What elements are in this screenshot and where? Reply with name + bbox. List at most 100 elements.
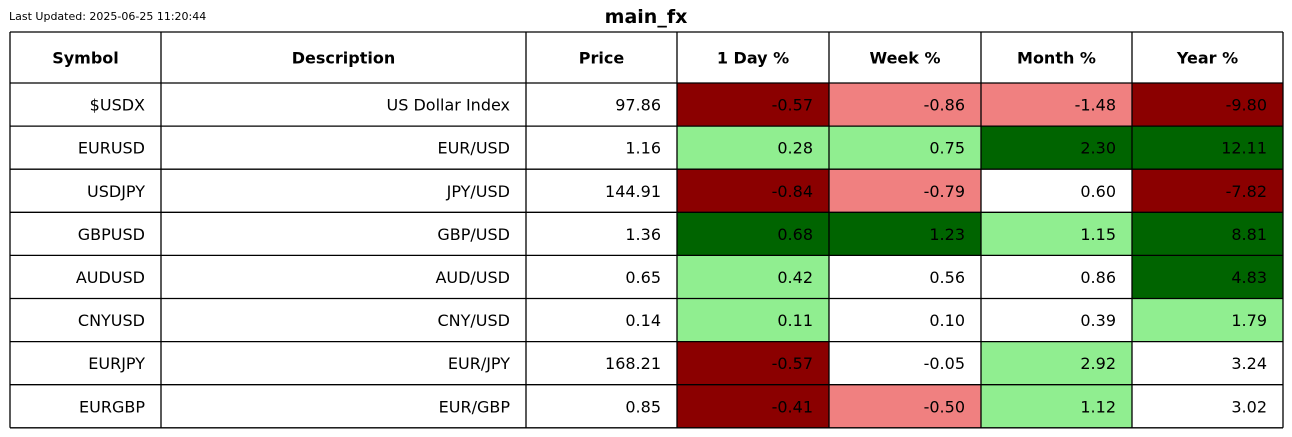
cell-description: AUD/USD (435, 268, 510, 287)
cell-year: -7.82 (1226, 182, 1267, 201)
cell-bg-month (981, 83, 1132, 127)
cell-week: -0.05 (924, 354, 965, 373)
cell-week: 0.56 (929, 268, 965, 287)
cell-symbol: EURGBP (79, 397, 145, 416)
table-row: CNYUSD CNY/USD 0.14 0.11 0.10 0.39 1.79 (78, 298, 1283, 342)
cell-day: -0.57 (772, 354, 813, 373)
cell-price: 0.65 (625, 268, 661, 287)
table-row: GBPUSD GBP/USD 1.36 0.68 1.23 1.15 8.81 (78, 212, 1283, 256)
table-title: main_fx (604, 6, 688, 28)
cell-bg-week (829, 255, 981, 299)
cell-year: -9.80 (1226, 96, 1267, 115)
cell-year: 4.83 (1231, 268, 1267, 287)
cell-bg-day (677, 384, 829, 428)
cell-day: 0.68 (777, 225, 813, 244)
cell-month: 0.86 (1080, 268, 1116, 287)
cell-price: 144.91 (605, 182, 661, 201)
table-row: USDJPY JPY/USD 144.91 -0.84 -0.79 0.60 -7.82 (87, 169, 1283, 213)
cell-bg-year (1132, 384, 1283, 428)
cell-bg-month (981, 341, 1132, 385)
cell-symbol: $USDX (90, 96, 145, 115)
cell-bg-year (1132, 298, 1283, 342)
cell-bg-week (829, 341, 981, 385)
cell-symbol: AUDUSD (76, 268, 145, 287)
header-row (10, 32, 1283, 83)
cell-symbol: EURJPY (88, 354, 145, 373)
cell-bg-week (829, 298, 981, 342)
column-header-year: Year % (1176, 49, 1238, 68)
cell-bg-year (1132, 341, 1283, 385)
table-row: EURUSD EUR/USD 1.16 0.28 0.75 2.30 12.11 (78, 126, 1283, 170)
column-header-description: Description (292, 49, 395, 68)
table-row: AUDUSD AUD/USD 0.65 0.42 0.56 0.86 4.83 (76, 255, 1283, 299)
cell-price: 1.16 (625, 139, 661, 158)
cell-bg-week (829, 83, 981, 127)
cell-bg-week (829, 169, 981, 213)
cell-bg-month (981, 384, 1132, 428)
cell-price: 0.85 (625, 397, 661, 416)
cell-bg-month (981, 126, 1132, 170)
cell-bg-month (981, 169, 1132, 213)
cell-bg-month (981, 255, 1132, 299)
cell-week: -0.86 (924, 96, 965, 115)
cell-day: -0.84 (772, 182, 813, 201)
cell-month: 0.39 (1080, 311, 1116, 330)
cell-bg-week (829, 126, 981, 170)
cell-bg-week (829, 384, 981, 428)
cell-month: -1.48 (1075, 96, 1116, 115)
cell-bg-year (1132, 169, 1283, 213)
column-header-price: Price (579, 49, 625, 68)
table-row: EURGBP EUR/GBP 0.85 -0.41 -0.50 1.12 3.02 (79, 384, 1283, 428)
cell-day: 0.11 (777, 311, 813, 330)
cell-month: 1.15 (1080, 225, 1116, 244)
cell-month: 2.92 (1080, 354, 1116, 373)
cell-bg-year (1132, 126, 1283, 170)
cell-bg-day (677, 169, 829, 213)
cell-description: CNY/USD (438, 311, 511, 330)
cell-bg-year (1132, 212, 1283, 256)
cell-week: 1.23 (929, 225, 965, 244)
cell-bg-day (677, 255, 829, 299)
cell-price: 0.14 (625, 311, 661, 330)
cell-year: 1.79 (1231, 311, 1267, 330)
last-updated-timestamp: Last Updated: 2025-06-25 11:20:44 (9, 10, 207, 23)
cell-month: 2.30 (1080, 139, 1116, 158)
cell-price: 97.86 (615, 96, 661, 115)
cell-day: -0.57 (772, 96, 813, 115)
cell-price: 1.36 (625, 225, 661, 244)
cell-description: EUR/GBP (439, 397, 511, 416)
cell-year: 3.24 (1231, 354, 1267, 373)
column-header-symbol: Symbol (52, 49, 119, 68)
table-grid (9, 31, 1284, 429)
cell-bg-month (981, 298, 1132, 342)
column-header-week: Week % (869, 49, 940, 68)
cell-month: 0.60 (1080, 182, 1116, 201)
cell-year: 3.02 (1231, 397, 1267, 416)
cell-description: EUR/USD (437, 139, 510, 158)
cell-month: 1.12 (1080, 397, 1116, 416)
cell-description: EUR/JPY (448, 354, 510, 373)
cell-symbol: EURUSD (78, 139, 145, 158)
cell-description: GBP/USD (437, 225, 510, 244)
cell-year: 8.81 (1231, 225, 1267, 244)
cell-day: 0.42 (777, 268, 813, 287)
cell-day: 0.28 (777, 139, 813, 158)
cell-week: 0.75 (929, 139, 965, 158)
column-header-day: 1 Day % (717, 49, 789, 68)
column-header-month: Month % (1017, 49, 1096, 68)
cell-bg-month (981, 212, 1132, 256)
cell-symbol: GBPUSD (78, 225, 145, 244)
table-row: $USDX US Dollar Index 97.86 -0.57 -0.86 -1.48… (90, 83, 1283, 127)
cell-bg-year (1132, 83, 1283, 127)
cell-week: -0.50 (924, 397, 965, 416)
cell-week: -0.79 (924, 182, 965, 201)
cell-week: 0.10 (929, 311, 965, 330)
cell-bg-day (677, 341, 829, 385)
cell-bg-week (829, 212, 981, 256)
cell-day: -0.41 (772, 397, 813, 416)
cell-bg-day (677, 212, 829, 256)
cell-year: 12.11 (1221, 139, 1267, 158)
cell-symbol: CNYUSD (78, 311, 145, 330)
cell-description: JPY/USD (446, 182, 510, 201)
